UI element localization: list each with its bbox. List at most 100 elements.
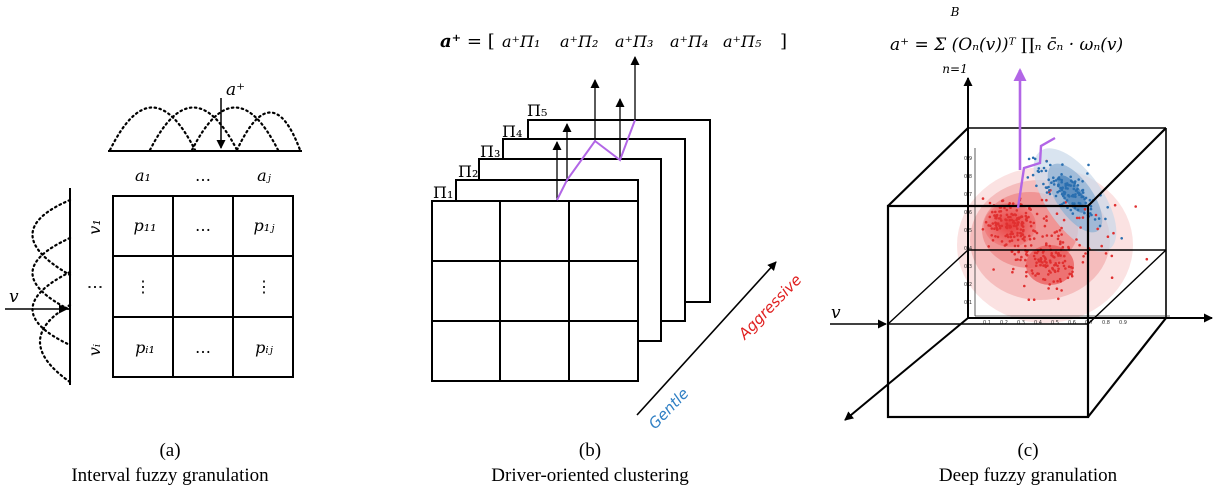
scatter-point [1074,195,1077,199]
scatter-point [1069,265,1073,269]
scatter-point [1057,184,1060,188]
scatter-point [1075,238,1078,241]
scatter-point [1021,225,1025,228]
scatter-point [1089,207,1093,211]
scatter-point [1049,163,1052,167]
scatter-point [996,228,999,231]
scatter-point [1040,198,1044,202]
formula-b-lhs: a⁺ [440,31,461,52]
scatter-point [1075,216,1079,220]
scatter-point [1025,270,1028,274]
scatter-point [1096,227,1099,231]
scatter-point [1081,188,1085,192]
x-tick: 0.2 [1000,320,1008,326]
scatter-point [1013,252,1016,256]
scatter-point [1032,298,1036,302]
scatter-point [1045,191,1049,194]
scatter-point [1016,231,1019,235]
panel-b: a⁺ = [ a⁺Π₁ a⁺Π₂ a⁺Π₃ a⁺Π₄ a⁺Π₅ ] Π₁ Π₂ … [431,31,805,486]
x-tick: 0.1 [983,320,991,326]
scatter-point [1067,247,1071,250]
scatter-point [1037,167,1041,170]
scatter-point [1032,221,1036,225]
scatter-point [1015,224,1018,228]
matrix-cell: p₁₁ [133,216,156,235]
row-label-1: v₁ [85,219,104,234]
slice-plane [887,249,1167,325]
scatter-point [1034,264,1038,268]
density-plot: 0.9 0.8 0.7 0.6 0.5 0.4 0.3 0.2 0.1 0.1 … [957,148,1170,326]
scatter-point [1062,218,1066,222]
scatter-point [1077,178,1080,181]
scatter-point [1011,202,1015,205]
scatter-point [1073,180,1077,183]
scatter-point [1048,192,1052,196]
scatter-point [1056,190,1059,194]
scatter-point [1082,254,1085,258]
caption-letter-b: (b) [579,440,601,461]
scatter-point [992,268,995,271]
scatter-point [1043,260,1047,263]
scatter-point [1039,260,1043,263]
scatter-point [1058,277,1062,281]
scatter-point [1013,213,1017,216]
scatter-point [1058,177,1061,181]
scatter-point [1084,252,1087,255]
scatter-point [1060,178,1063,182]
caption-letter-a: (a) [159,440,180,461]
scatter-point [1029,244,1033,247]
scatter-point [1035,231,1039,235]
scatter-point [1033,257,1037,261]
scatter-point [1084,201,1088,205]
driver-style-axis [636,261,777,416]
scatter-point [1069,208,1073,212]
scatter-point [1001,199,1005,202]
scatter-point [1061,186,1064,189]
formula-b-term-5: a⁺Π₅ [723,32,762,51]
scatter-point [981,197,985,200]
scatter-point [1016,234,1019,237]
scatter-point [1063,254,1066,258]
scatter-point [1012,267,1015,271]
scatter-point [1062,201,1066,205]
scatter-point [1066,183,1069,187]
scatter-point [988,215,992,219]
layer-label-2: Π₂ [458,162,478,181]
scatter-point [1008,240,1012,243]
scatter-point [984,220,988,224]
matrix-cell: … [195,216,211,235]
scatter-point [1041,235,1044,238]
scatter-point [1076,191,1080,194]
scatter-point [1059,242,1062,245]
scatter-point [1070,274,1074,278]
scatter-point [1032,237,1036,240]
scatter-point [993,227,996,230]
scatter-point [1071,270,1074,274]
scatter-point [1078,216,1081,220]
scatter-point [1059,280,1062,283]
scatter-point [1045,198,1048,202]
scatter-point [1081,191,1085,194]
scatter-point [1089,205,1093,208]
scatter-point [1007,215,1010,219]
scatter-point [1043,224,1047,228]
scatter-point [1016,244,1020,248]
scatter-point [1055,212,1059,215]
scatter-point [1061,163,1064,166]
input-label-top: a⁺ [226,80,245,100]
scatter-point [1060,173,1063,176]
scatter-point [1033,230,1037,233]
scatter-point [1019,258,1022,262]
scatter-point [1081,261,1085,264]
scatter-point [1063,259,1067,263]
scatter-point [1044,169,1048,173]
column-label-2: … [195,166,211,185]
formula-c-lower: n=1 [942,62,967,76]
scatter-point [1082,195,1085,199]
scatter-point [1062,190,1066,194]
scatter-point [987,224,990,227]
scatter-point [1050,234,1053,237]
scatter-point [1069,184,1072,187]
scatter-point [1034,274,1037,277]
scatter-point [1025,216,1028,220]
